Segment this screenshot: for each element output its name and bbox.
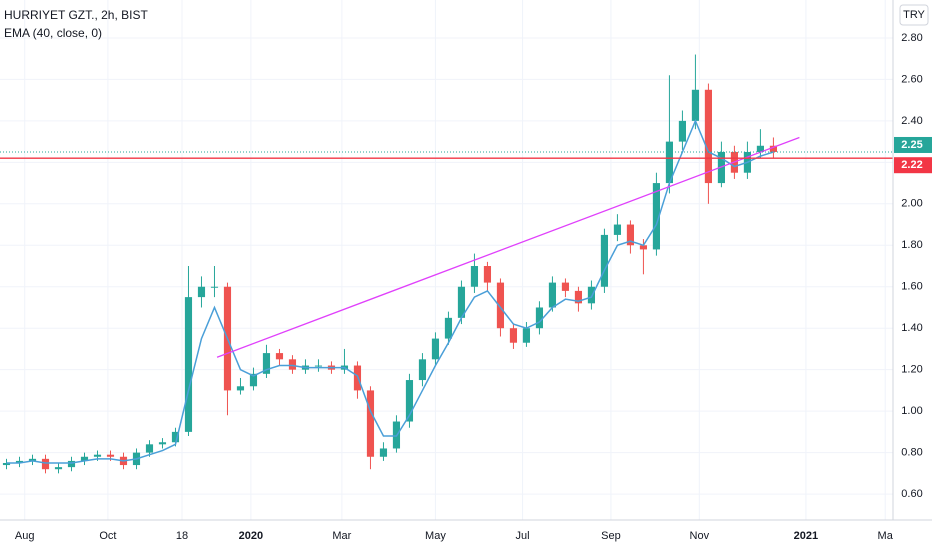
candle-body — [28, 458, 37, 461]
candle-body — [106, 454, 115, 457]
y-tick-label: 2.40 — [901, 115, 922, 127]
y-tick-label: 2.80 — [901, 32, 922, 44]
plot — [0, 54, 893, 474]
candle-body — [366, 390, 375, 457]
y-tick-label: 1.60 — [901, 281, 922, 293]
x-tick-label: Mar — [332, 530, 351, 542]
candle-body — [184, 297, 193, 432]
candle-body — [535, 307, 544, 329]
x-tick-label: 2020 — [239, 530, 263, 542]
candle-body — [496, 282, 505, 329]
x-tick-label: Ma — [878, 530, 894, 542]
candle-body — [639, 245, 648, 250]
axes: 0.600.801.001.201.401.601.802.002.202.40… — [15, 32, 932, 542]
price-tag-label: 2.22 — [901, 159, 922, 171]
candle-body — [444, 317, 453, 339]
indicator-legend[interactable]: EMA (40, close, 0) — [4, 26, 102, 40]
candle-body — [67, 460, 76, 468]
candle-body — [54, 467, 63, 470]
candle-body — [509, 328, 518, 343]
candle-body — [691, 89, 699, 121]
y-tick-label: 2.60 — [901, 73, 922, 85]
x-tick-label: Jul — [516, 530, 530, 542]
candle-body — [626, 224, 635, 246]
candle-body — [93, 454, 102, 457]
candle-body — [2, 462, 11, 466]
price-tag-label: 2.25 — [901, 139, 922, 151]
y-tick-label: 2.00 — [901, 198, 922, 210]
candle-body — [574, 290, 583, 304]
candle-body — [470, 266, 479, 287]
candle-body — [236, 386, 245, 391]
candle-body — [405, 380, 414, 422]
chart-title: HURRIYET GZT., 2h, BIST — [4, 8, 148, 22]
candle-body — [262, 353, 271, 374]
candle-body — [249, 373, 258, 387]
candle-body — [587, 286, 596, 304]
currency-label[interactable]: TRY — [903, 9, 925, 21]
candle-body — [15, 460, 24, 463]
x-tick-label: May — [425, 530, 446, 542]
y-tick-label: 1.20 — [901, 364, 922, 376]
candle-body — [561, 282, 570, 291]
candle-body — [158, 442, 167, 445]
candle-body — [431, 338, 440, 360]
x-tick-label: 2021 — [794, 530, 818, 542]
x-tick-label: Nov — [690, 530, 710, 542]
currency-box[interactable] — [899, 4, 929, 26]
grid — [0, 0, 893, 520]
trend-line — [216, 136, 800, 358]
candle-body — [483, 266, 492, 283]
candle-body — [613, 224, 622, 235]
candle-body — [288, 359, 297, 370]
candle-body — [275, 353, 284, 360]
candle-body — [314, 365, 323, 367]
candle-body — [704, 89, 712, 184]
candle-body — [678, 120, 686, 142]
candle-body — [600, 234, 609, 287]
candle-body — [652, 183, 661, 250]
candle-body — [756, 145, 764, 152]
candle-body — [210, 286, 219, 288]
candle-body — [548, 282, 557, 308]
candle-body — [171, 431, 180, 443]
y-tick-label: 0.60 — [901, 488, 922, 500]
x-tick-label: 18 — [176, 530, 188, 542]
y-tick-label: 1.40 — [901, 322, 922, 334]
candle-body — [769, 145, 777, 152]
candle-body — [197, 286, 206, 298]
price-tag — [894, 136, 932, 153]
x-tick-label: Sep — [601, 530, 621, 542]
candle-body — [80, 456, 89, 461]
y-tick-label: 1.80 — [901, 239, 922, 251]
price-tag — [894, 157, 932, 174]
candle-body — [379, 448, 388, 457]
candle-body — [145, 444, 154, 453]
ema-line — [6, 118, 774, 464]
candle-body — [41, 458, 50, 470]
candle-body — [457, 286, 466, 318]
candle-body — [522, 328, 531, 343]
candle-body — [418, 359, 427, 381]
x-tick-label: Aug — [15, 530, 35, 542]
x-tick-label: Oct — [99, 530, 116, 542]
y-tick-label: 0.80 — [901, 447, 922, 459]
y-tick-label: 1.00 — [901, 405, 922, 417]
candle-body — [665, 141, 673, 184]
